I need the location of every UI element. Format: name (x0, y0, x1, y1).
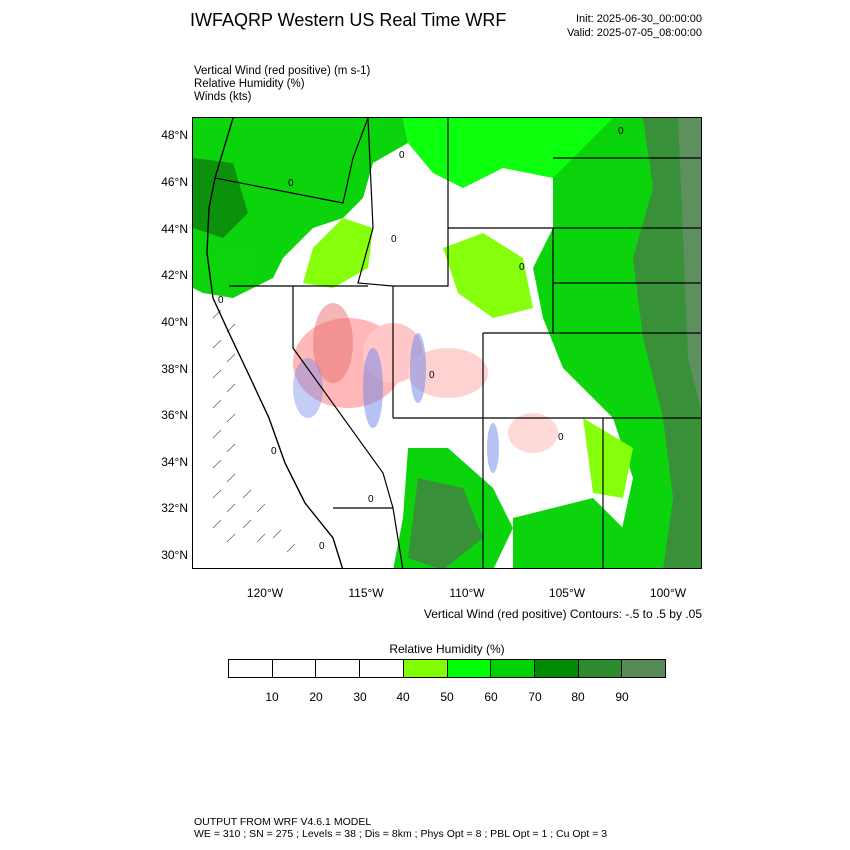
lat-label-46n: 46°N (161, 175, 188, 189)
rh-band-nw-dark (193, 158, 248, 238)
lat-label-40n: 40°N (161, 315, 188, 329)
colorbar-label: 60 (484, 690, 498, 704)
contour-label: 0 (558, 432, 564, 443)
colorbar-box (534, 660, 579, 677)
contour-label: 0 (399, 150, 405, 161)
colorbar-box (316, 660, 361, 677)
lon-label-105w: 105°W (548, 586, 586, 600)
contour-label: 0 (319, 541, 325, 552)
lon-label-115w: 115°W (348, 586, 384, 600)
map-panel: 0 0 0 0 0 0 0 0 0 0 0 (192, 117, 702, 569)
lon-label-110w: 110°W (449, 586, 485, 600)
lat-label-30n: 30°N (161, 548, 188, 562)
lon-label-120w: 120°W (246, 586, 284, 600)
model-info-line1: OUTPUT FROM WRF V4.6.1 MODEL (194, 816, 372, 828)
plot-title: IWFAQRP Western US Real Time WRF (190, 10, 507, 30)
colorbar-box (622, 660, 666, 677)
rh-band-wy (443, 233, 533, 318)
contour-label: 0 (519, 262, 525, 273)
contour-label: 0 (391, 234, 397, 245)
lat-label-48n: 48°N (161, 128, 188, 142)
wind-barbs (212, 309, 296, 553)
colorbar-box (229, 660, 273, 677)
rh-band-nw (193, 118, 408, 298)
contour-labels: 0 0 0 0 0 0 0 0 0 0 0 (218, 126, 624, 552)
colorbar-box (491, 660, 535, 677)
lat-label-44n: 44°N (161, 222, 188, 236)
coastline (206, 118, 344, 568)
colorbar-label: 70 (528, 690, 542, 704)
pacific-ocean (193, 118, 343, 568)
colorbar-label: 80 (571, 690, 585, 704)
contour-note: Vertical Wind (red positive) Contours: -… (423, 607, 702, 621)
rh-band-idaho (303, 218, 373, 288)
rh-band-az-dark (408, 478, 483, 568)
colorbar-box (403, 660, 448, 677)
colorbar-box (578, 660, 623, 677)
rh-shading (193, 118, 701, 568)
contour-label: 0 (618, 126, 624, 137)
contour-label: 0 (288, 178, 294, 189)
colorbar-label: 20 (309, 690, 323, 704)
rh-band-tx (583, 418, 633, 498)
valid-time: Valid: 2025-07-05_08:00:00 (567, 27, 702, 39)
colorbar-box (447, 660, 492, 677)
map-canvas: 0 0 0 0 0 0 0 0 0 0 0 (193, 118, 701, 568)
contour-label: 0 (368, 494, 374, 505)
field-label-relative-humidity: Relative Humidity (%) (194, 78, 305, 90)
colorbar-box (272, 660, 317, 677)
contour-label: 0 (271, 446, 277, 457)
contour-label: 0 (429, 370, 435, 381)
colorbar-label: 10 (265, 690, 279, 704)
lat-label-42n: 42°N (161, 268, 188, 282)
lat-label-38n: 38°N (161, 362, 188, 376)
init-time: Init: 2025-06-30_00:00:00 (576, 13, 702, 25)
contour-label: 0 (218, 295, 224, 306)
lon-label-100w: 100°W (649, 586, 687, 600)
colorbar (228, 659, 666, 678)
state-borders (214, 118, 701, 568)
model-info-line2: WE = 310 ; SN = 275 ; Levels = 38 ; Dis … (194, 828, 608, 840)
lat-label-32n: 32°N (161, 501, 188, 515)
colorbar-label: 50 (440, 690, 454, 704)
colorbar-title: Relative Humidity (%) (389, 642, 505, 656)
colorbar-box (360, 660, 404, 677)
colorbar-label: 40 (396, 690, 410, 704)
lat-label-34n: 34°N (161, 455, 188, 469)
colorbar-label: 30 (353, 690, 367, 704)
colorbar-label: 90 (615, 690, 629, 704)
field-label-vertical-wind: Vertical Wind (red positive) (m s-1) (194, 65, 371, 77)
lat-label-36n: 36°N (161, 408, 188, 422)
rh-band-far-east (678, 118, 701, 410)
field-label-winds: Winds (kts) (194, 91, 252, 103)
